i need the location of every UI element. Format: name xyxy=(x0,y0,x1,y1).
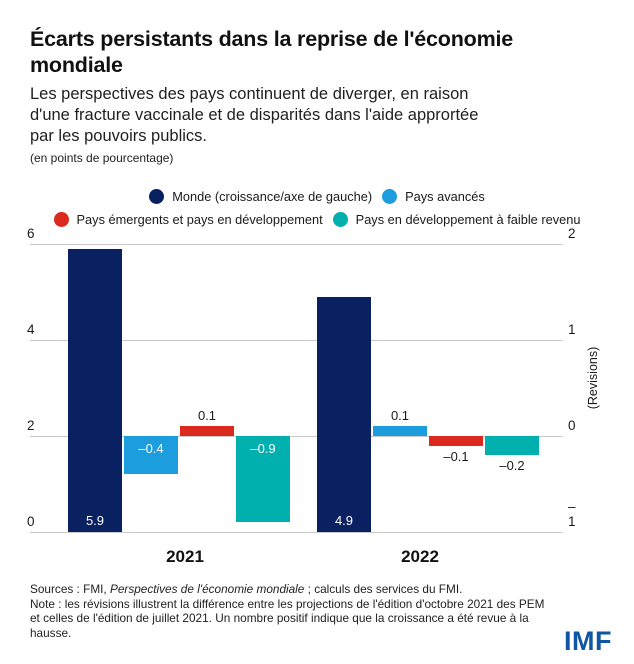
right-tick-0: 0 xyxy=(568,418,576,433)
left-tick-0: 0 xyxy=(27,514,35,529)
right-tick-1: 1 xyxy=(568,322,576,337)
gridline-2: 2 0 xyxy=(27,418,576,437)
bar-monde-croissance-axe-de-gauc-2021 xyxy=(68,248,122,532)
plot-area: 6 2 4 1 2 0 0 –1 5.9 4.9 –0.4 0.1 0.1 –0.1 –0.… xyxy=(27,226,576,533)
page-title: Écarts persistants dans la reprise de l'… xyxy=(30,26,610,78)
sources-italic: Perspectives de l'économie mondiale xyxy=(109,582,305,596)
sources-suffix: ; calculs des services du FMI. xyxy=(304,582,463,596)
bar-pays-avances-2022 xyxy=(373,426,427,436)
subtitle-line-1: Les perspectives des pays continuent de … xyxy=(30,85,469,103)
legend-item-faible-revenu: Pays en développement à faible revenu xyxy=(332,212,581,227)
legend-item-pays-emergents: Pays émergents et pays en développement xyxy=(53,212,323,227)
unit-note: (en points de pourcentage) xyxy=(30,151,174,165)
legend-dot-pays-emergents-icon xyxy=(53,212,69,227)
right-tick-minus-1: –1 xyxy=(568,499,576,529)
legend-dot-monde-icon xyxy=(149,189,165,204)
bar-value-label: 5.9 xyxy=(85,513,105,528)
right-axis-title: (Revisions) xyxy=(586,346,600,410)
sources-prefix: Sources : FMI, xyxy=(30,582,110,596)
legend-label-faible-revenu: Pays en développement à faible revenu xyxy=(355,212,581,227)
bar-value-label: –0.1 xyxy=(443,448,469,464)
legend-label-monde: Monde (croissance/axe de gauche) xyxy=(172,189,373,204)
gridline-0-baseline: 0 –1 xyxy=(27,499,576,533)
chart-header: Écarts persistants dans la reprise de l'… xyxy=(30,26,610,165)
legend-dot-pays-avances-icon xyxy=(382,189,398,204)
bar-monde-croissance-axe-de-gauc-2022 xyxy=(317,296,371,532)
legend-row-2: Pays émergents et pays en développement … xyxy=(0,208,634,231)
bar-pays-emergents-et-pays-en-de-2021 xyxy=(180,426,234,436)
gridline-4: 4 1 xyxy=(27,322,576,341)
bar-value-label: 0.1 xyxy=(390,408,410,424)
right-tick-2: 2 xyxy=(568,226,576,241)
bar-pays-avances-2021 xyxy=(124,436,178,475)
gridline-6: 6 2 xyxy=(27,226,576,245)
left-tick-6: 6 xyxy=(27,226,35,241)
xaxis-label-2022: 2022 xyxy=(401,547,439,566)
note-line-3: hausse. xyxy=(30,625,72,640)
bar-value-label: 4.9 xyxy=(334,513,354,528)
bar-pays-en-developpement-a-faib-2022 xyxy=(485,436,539,456)
chart-legend: Monde (croissance/axe de gauche) Pays av… xyxy=(0,185,634,231)
subtitle-line-3: par les pouvoirs publics. xyxy=(30,127,208,145)
chart-footer: Sources : FMI, Perspectives de l'économi… xyxy=(30,582,615,640)
bar-value-label: –0.2 xyxy=(499,458,525,474)
legend-label-pays-emergents: Pays émergents et pays en développement xyxy=(76,212,323,227)
note-line-1: Note : les révisions illustrent la diffé… xyxy=(30,596,545,611)
chart-subtitle: Les perspectives des pays continuent de … xyxy=(30,84,610,147)
subtitle-line-2: d'une fracture vaccinale et de disparité… xyxy=(30,106,479,124)
legend-row-1: Monde (croissance/axe de gauche) Pays av… xyxy=(0,185,634,208)
bar-value-label: 0.1 xyxy=(197,408,217,424)
left-tick-2: 2 xyxy=(27,418,35,433)
imf-logo: IMF xyxy=(564,626,612,656)
legend-label-pays-avances: Pays avancés xyxy=(405,189,485,204)
title-line-2: mondiale xyxy=(30,53,123,77)
bar-value-label: –0.9 xyxy=(250,441,276,456)
legend-item-monde: Monde (croissance/axe de gauche) xyxy=(149,189,372,204)
bar-pays-emergents-et-pays-en-de-2022 xyxy=(429,436,483,446)
sources-line: Sources : FMI, Perspectives de l'économi… xyxy=(30,582,615,597)
xaxis-label-2021: 2021 xyxy=(166,547,204,566)
note-line-2: et celles de l'édition de juillet 2021. … xyxy=(30,611,529,626)
legend-dot-faible-revenu-icon xyxy=(332,212,348,227)
bar-value-label: –0.4 xyxy=(138,441,164,456)
legend-item-pays-avances: Pays avancés xyxy=(382,189,485,204)
title-line-1: Écarts persistants dans la reprise de l'… xyxy=(30,27,514,51)
left-tick-4: 4 xyxy=(27,322,35,337)
bar-pays-en-developpement-a-faib-2021 xyxy=(236,436,290,523)
